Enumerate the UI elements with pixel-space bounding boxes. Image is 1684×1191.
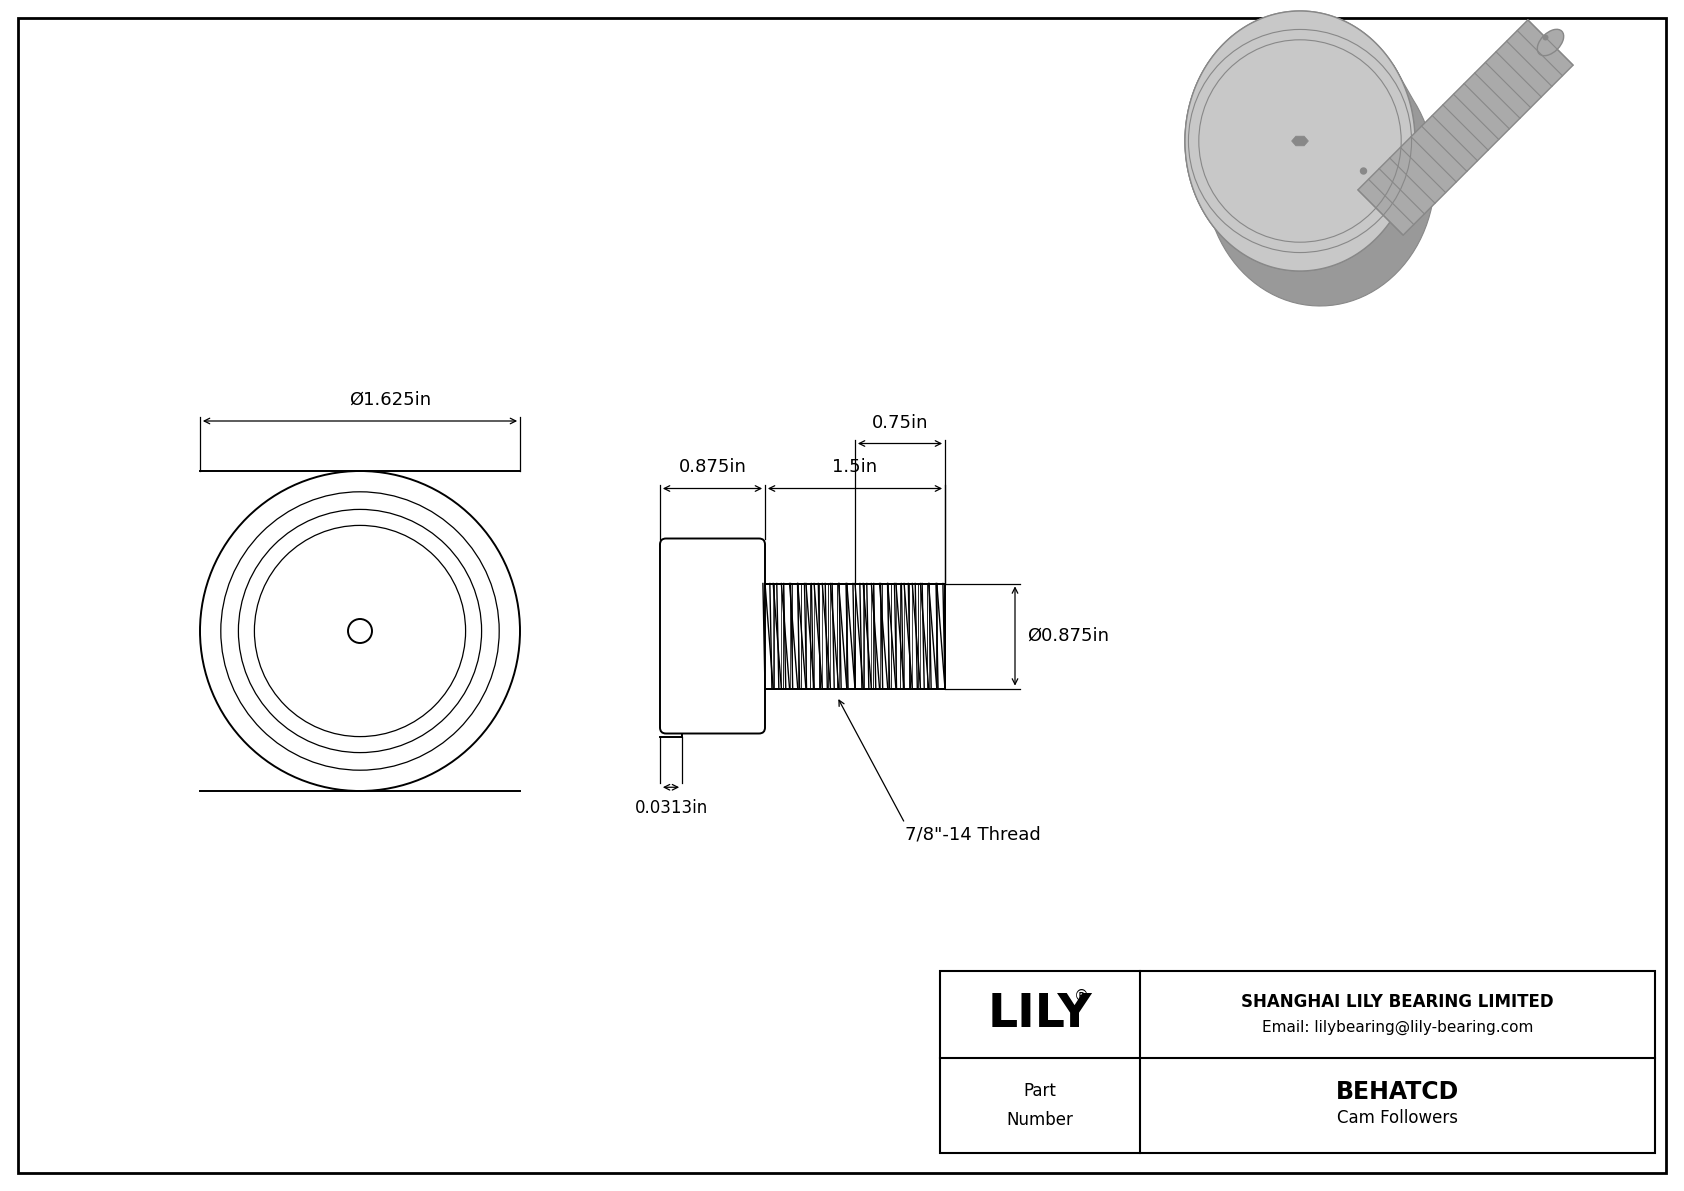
Bar (765, 584, 945, 688)
Text: LILY: LILY (989, 992, 1093, 1037)
Text: BEHATCD: BEHATCD (1335, 1080, 1458, 1104)
Text: 7/8"-14 Thread: 7/8"-14 Thread (904, 825, 1041, 843)
Polygon shape (1292, 136, 1308, 145)
Ellipse shape (1537, 30, 1564, 56)
Text: 0.0313in: 0.0313in (635, 799, 707, 817)
Circle shape (1361, 168, 1366, 174)
Polygon shape (1292, 136, 1308, 145)
Text: 0.875in: 0.875in (679, 459, 746, 476)
Text: SHANGHAI LILY BEARING LIMITED: SHANGHAI LILY BEARING LIMITED (1241, 992, 1554, 1011)
Polygon shape (1186, 11, 1415, 272)
Circle shape (1543, 35, 1549, 40)
Polygon shape (1186, 11, 1415, 272)
Text: ®: ® (1074, 990, 1090, 1004)
Polygon shape (1357, 20, 1573, 235)
Text: Part
Number: Part Number (1007, 1083, 1073, 1129)
Text: Cam Followers: Cam Followers (1337, 1109, 1458, 1127)
Text: 1.5in: 1.5in (832, 459, 877, 476)
Text: Ø0.875in: Ø0.875in (1027, 626, 1110, 646)
Bar (940, 971, 1655, 1153)
Text: Ø1.625in: Ø1.625in (349, 391, 431, 409)
Polygon shape (1186, 36, 1435, 306)
Text: 0.75in: 0.75in (872, 413, 928, 431)
Text: Email: lilybearing@lily-bearing.com: Email: lilybearing@lily-bearing.com (1261, 1019, 1532, 1035)
